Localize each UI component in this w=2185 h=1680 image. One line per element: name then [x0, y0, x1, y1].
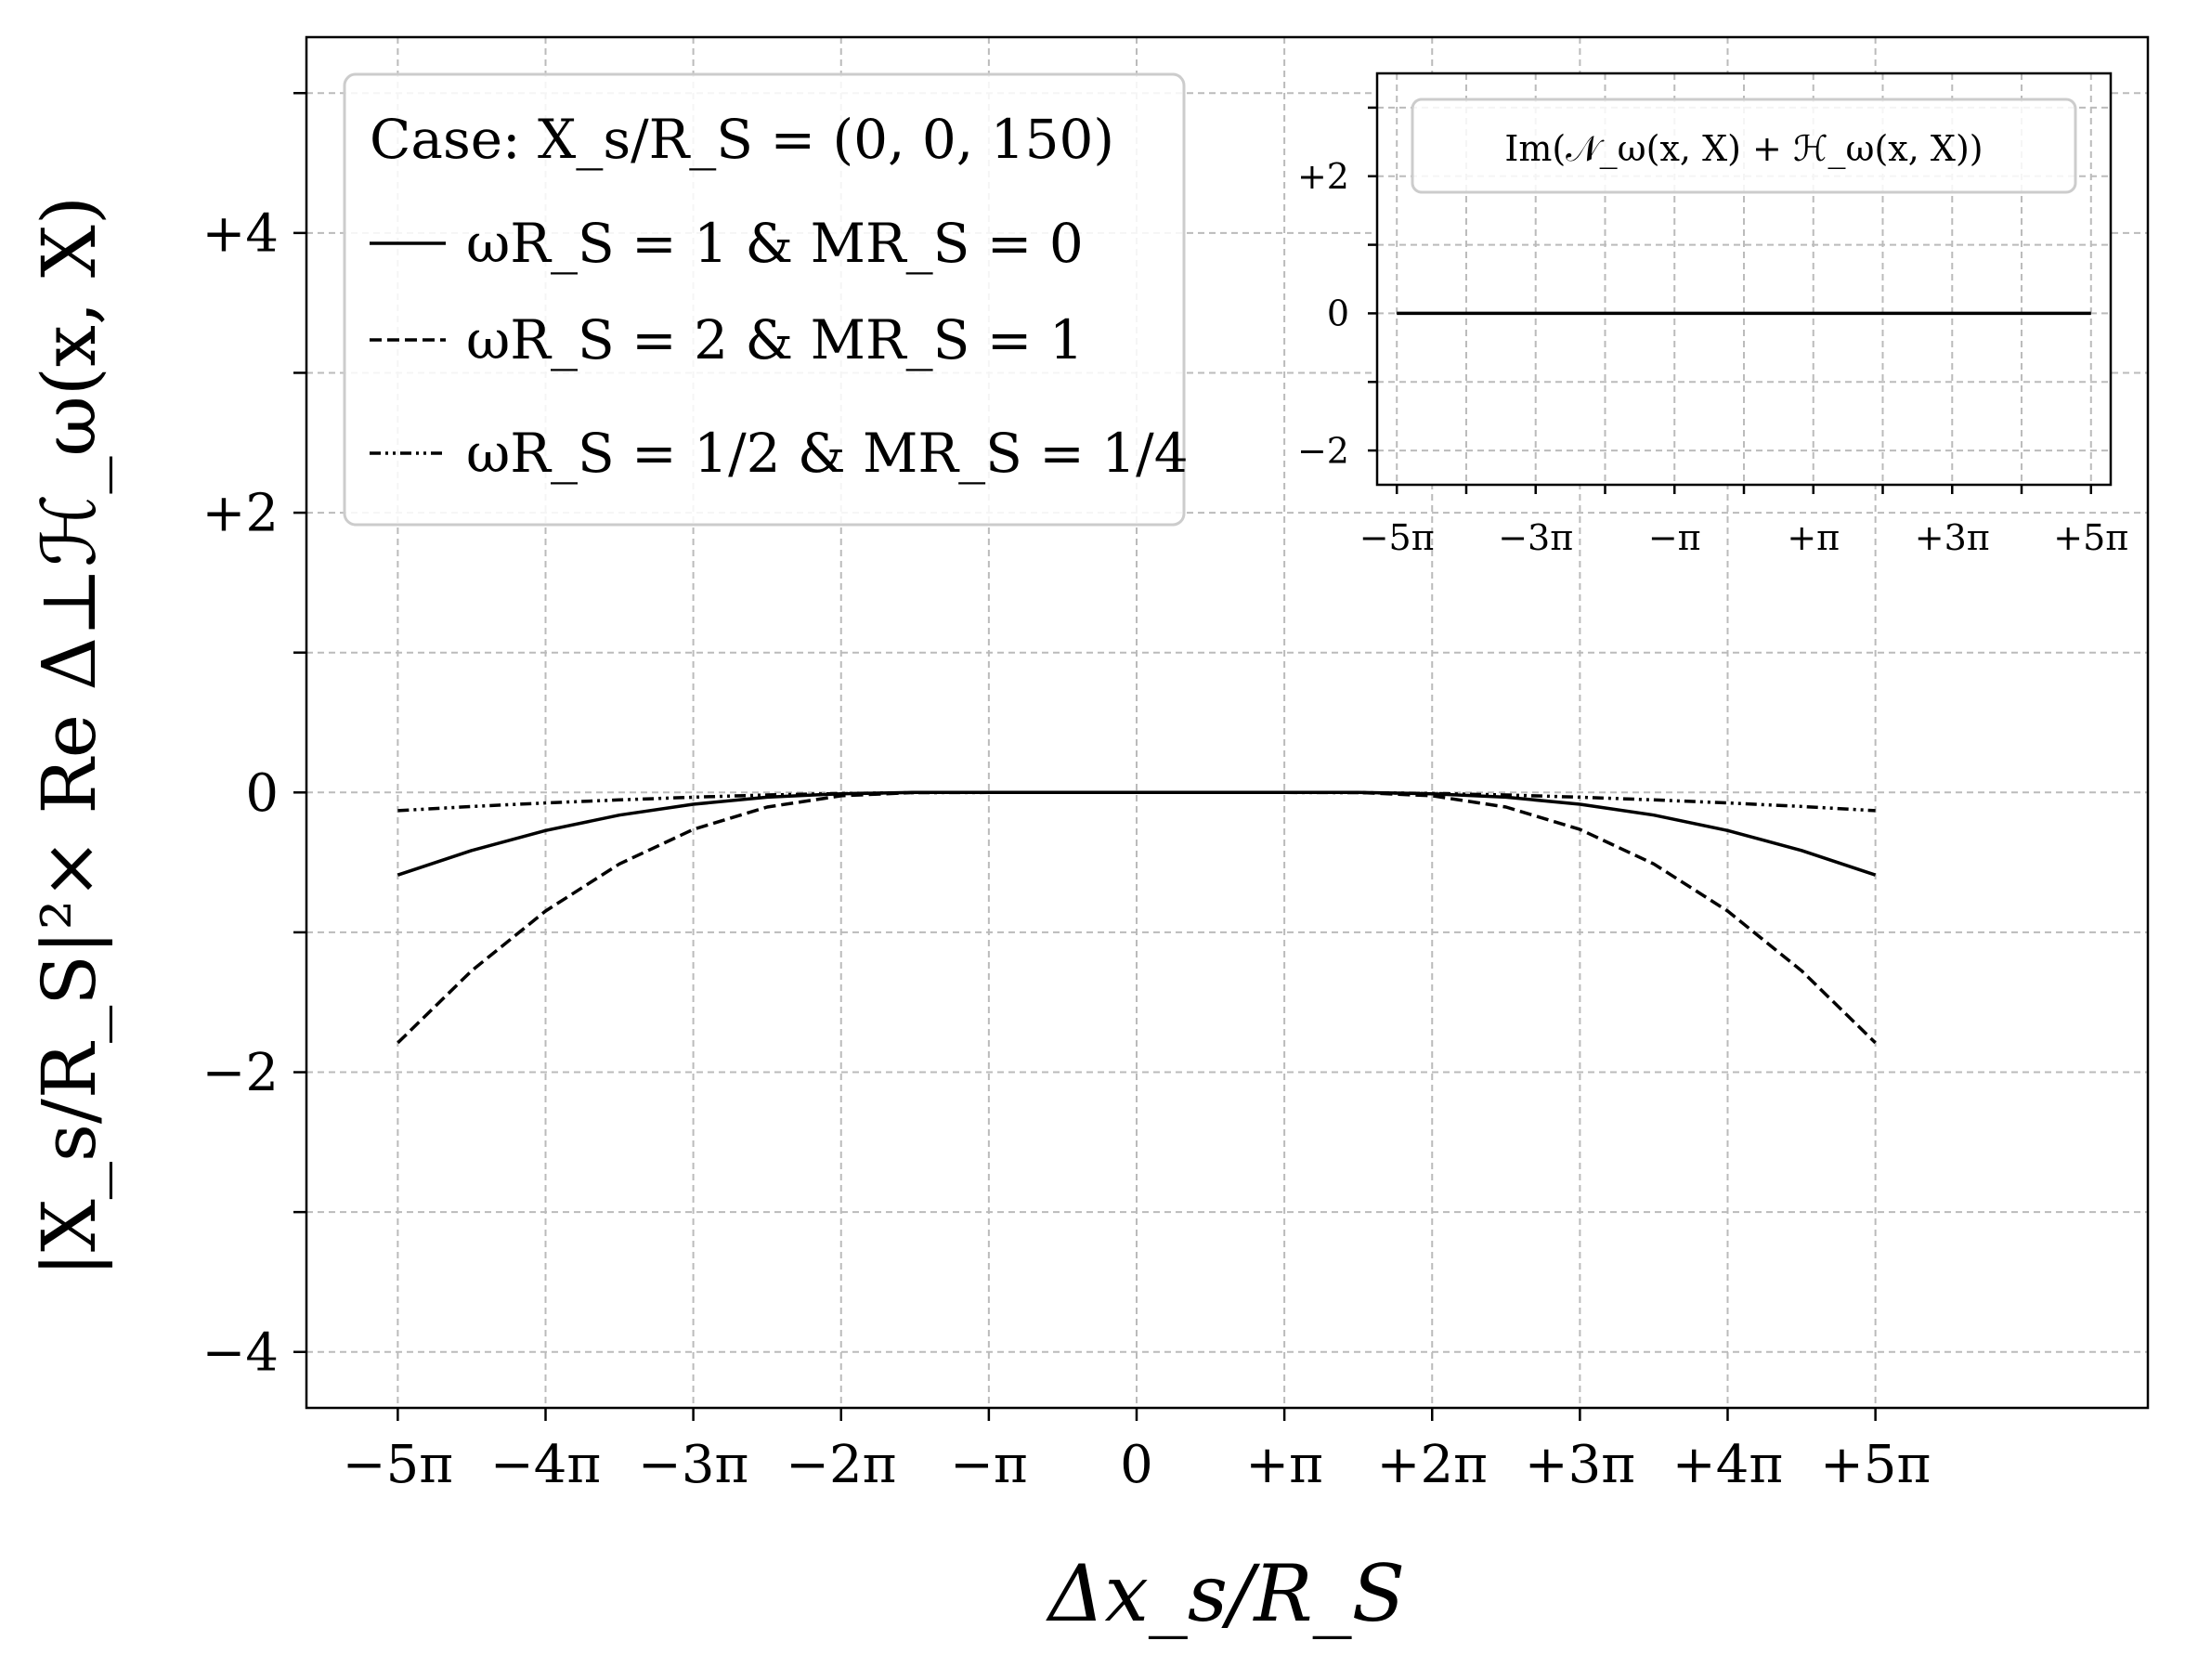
main-series-layer: [397, 790, 1877, 1045]
inset-x-tick-label: −π: [1648, 517, 1701, 558]
legend-label-series-1: ωR_S = 1 & MR_S = 0: [466, 212, 1084, 275]
inset-legend-title: Im(𝒩_ω(x, X) + ℋ_ω(x, X)): [1504, 128, 1983, 170]
inset-legend-box: [1411, 98, 2077, 194]
y-axis-label: |X_s/R_S|²× Re Δ⊥ℋ_ω(x, X): [26, 196, 112, 1277]
main-x-tick-label: +2π: [1377, 1435, 1488, 1495]
x-axis-label: Δx_s/R_S: [1046, 1548, 1405, 1639]
main-x-tick-label: −π: [950, 1435, 1028, 1495]
main-x-tick-label: +π: [1245, 1435, 1323, 1495]
main-y-tick-label: −4: [202, 1322, 279, 1383]
main-ticks: [293, 91, 1877, 1421]
main-y-tick-labels: +4 +2 0 −2 −4: [202, 203, 279, 1383]
main-x-tick-label: +3π: [1525, 1435, 1635, 1495]
inset-ticks: [1368, 106, 2093, 494]
inset-y-tick-labels: +2 0 −2: [1297, 156, 1349, 471]
inset-x-tick-labels: −5π −3π −π +π +3π +5π: [1359, 517, 2129, 558]
legend-label-series-3: ωR_S = 1/2 & MR_S = 1/4: [466, 422, 1189, 485]
main-x-tick-labels: −5π −4π −3π −2π −π 0 +π +2π +3π +4π +5π: [343, 1435, 1931, 1495]
main-x-tick-label: −2π: [786, 1435, 896, 1495]
main-y-tick-label: −2: [202, 1043, 279, 1103]
main-x-tick-label: +4π: [1672, 1435, 1783, 1495]
legend-title: Case: X_s/R_S = (0, 0, 150): [370, 108, 1114, 171]
main-x-tick-label: +5π: [1820, 1435, 1931, 1495]
legend-label-series-2: ωR_S = 2 & MR_S = 1: [466, 308, 1084, 371]
inset-x-tick-label: +3π: [1915, 517, 1990, 558]
main-legend-box: [343, 72, 1186, 527]
inset-x-tick-label: −3π: [1498, 517, 1573, 558]
main-y-tick-label: +2: [202, 484, 279, 544]
main-x-tick-label: −4π: [490, 1435, 601, 1495]
main-series-line-3: [397, 790, 1876, 813]
main-x-tick-label: −5π: [343, 1435, 453, 1495]
main-legend: Case: X_s/R_S = (0, 0, 150) ωR_S = 1 & M…: [343, 72, 1189, 527]
main-axes-frame: [305, 35, 2150, 1410]
inset-x-tick-label: −5π: [1359, 517, 1435, 558]
inset-y-tick-label: +2: [1297, 156, 1349, 197]
inset-x-tick-label: +π: [1787, 517, 1840, 558]
inset-y-tick-label: −2: [1297, 430, 1349, 471]
main-y-tick-label: 0: [245, 763, 279, 824]
main-y-tick-label: +4: [202, 203, 279, 264]
inset-y-tick-label: 0: [1327, 293, 1349, 334]
inset-chart: −5π −3π −π +π +3π +5π +2 0 −2 Im(𝒩_ω(x, X) + ℋ_…: [1297, 72, 2129, 558]
main-x-tick-label: 0: [1120, 1435, 1153, 1495]
inset-x-tick-label: +5π: [2053, 517, 2128, 558]
main-x-tick-label: −3π: [638, 1435, 748, 1495]
